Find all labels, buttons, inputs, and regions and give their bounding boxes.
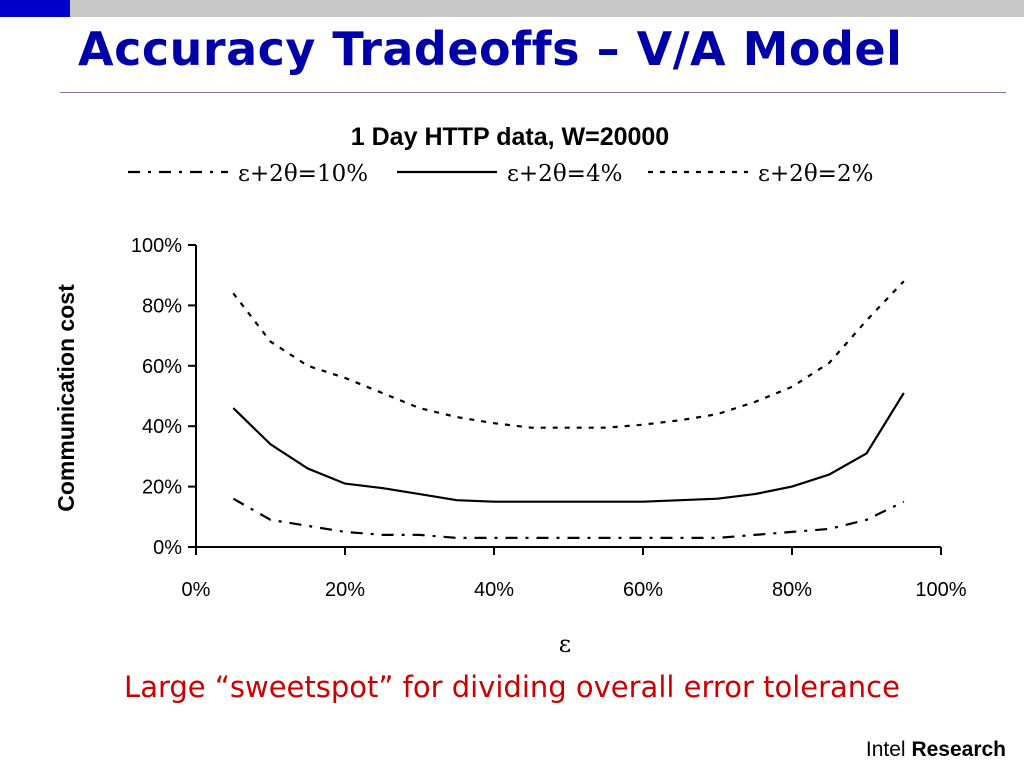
footer-brand: Intel Research bbox=[866, 738, 1006, 762]
y-tick-label: 0% bbox=[153, 537, 182, 559]
y-tick-label: 40% bbox=[142, 416, 182, 438]
brand-intel: Intel bbox=[865, 738, 906, 761]
x-tick-label: 60% bbox=[623, 579, 663, 601]
series-layer bbox=[232, 280, 905, 539]
slide-title: Accuracy Tradeoffs – V/A Model bbox=[78, 22, 903, 76]
chart-title: 1 Day HTTP data, W=20000 bbox=[351, 123, 669, 151]
x-axis-ticks: 0% 20% 40% 60% 80% 100% bbox=[182, 547, 967, 601]
x-tick-label: 0% bbox=[182, 579, 211, 601]
y-axis-label: Communication cost bbox=[53, 284, 79, 512]
line-chart: 1 Day HTTP data, W=20000 ε+2θ=10% ε+2θ=4%… bbox=[53, 123, 967, 658]
x-tick-label: 80% bbox=[772, 579, 812, 601]
series-line-1 bbox=[232, 497, 905, 539]
y-tick-label: 100% bbox=[131, 235, 182, 257]
y-axis-ticks: 0% 20% 40% 60% 80% 100% bbox=[131, 235, 196, 559]
legend-label-3: ε+2θ=2% bbox=[758, 161, 873, 187]
legend-label-2: ε+2θ=4% bbox=[507, 161, 622, 187]
y-tick-label: 60% bbox=[142, 356, 182, 378]
y-tick-label: 80% bbox=[142, 295, 182, 317]
top-bar bbox=[70, 0, 1024, 17]
x-tick-label: 40% bbox=[474, 579, 514, 601]
chart-legend: ε+2θ=10% ε+2θ=4% ε+2θ=2% bbox=[128, 161, 873, 187]
top-bar-accent bbox=[0, 0, 70, 17]
x-tick-label: 20% bbox=[325, 579, 365, 601]
title-divider bbox=[60, 92, 1006, 93]
slide-caption: Large “sweetspot” for dividing overall e… bbox=[124, 670, 900, 704]
y-tick-label: 20% bbox=[142, 477, 182, 499]
brand-research: Research bbox=[911, 738, 1006, 761]
series-line-3 bbox=[232, 280, 905, 429]
x-tick-label: 100% bbox=[915, 579, 966, 601]
series-line-2 bbox=[232, 392, 905, 503]
x-axis-label: ε bbox=[559, 630, 571, 658]
legend-label-1: ε+2θ=10% bbox=[238, 161, 368, 187]
